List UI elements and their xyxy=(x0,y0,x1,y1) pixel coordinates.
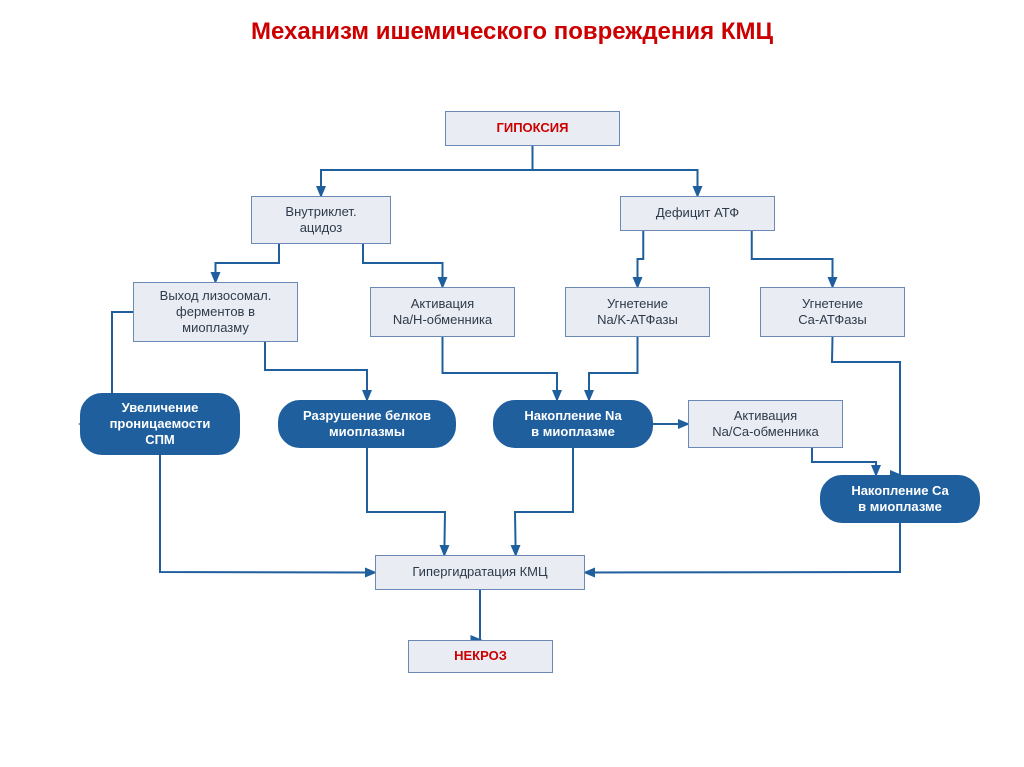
node-nacc: Накопление Naв миоплазме xyxy=(493,400,653,448)
edge-spm-hyper xyxy=(160,455,375,573)
node-cacc: Накопление Caв миоплазме xyxy=(820,475,980,523)
node-prot: Разрушение белковмиоплазмы xyxy=(278,400,456,448)
node-hyper: Гипергидратация КМЦ xyxy=(375,555,585,590)
edge-cacc-hyper xyxy=(585,523,900,573)
edge-atp-caatp xyxy=(752,231,833,287)
edge-naca-cacc xyxy=(812,448,876,475)
edge-nacc-hyper xyxy=(515,448,573,555)
edge-prot-hyper xyxy=(367,448,445,555)
node-spm: УвеличениепроницаемостиСПМ xyxy=(80,393,240,455)
node-nah: АктивацияNa/H-обменника xyxy=(370,287,515,337)
edge-acidosis-nah xyxy=(363,244,443,287)
page-title: Механизм ишемического повреждения КМЦ xyxy=(0,18,1024,46)
node-necr: НЕКРОЗ xyxy=(408,640,553,673)
node-caatp: УгнетениеCa-АТФазы xyxy=(760,287,905,337)
edge-hypoxia-atp xyxy=(533,146,698,196)
node-hypoxia: ГИПОКСИЯ xyxy=(445,111,620,146)
node-acidosis: Внутриклет.ацидоз xyxy=(251,196,391,244)
edge-acidosis-lyso xyxy=(216,244,280,282)
edge-hypoxia-acidosis xyxy=(321,146,533,196)
edge-nak-nacc xyxy=(589,337,638,400)
node-atp: Дефицит АТФ xyxy=(620,196,775,231)
edge-hyper-necr xyxy=(480,590,481,640)
edge-atp-nak xyxy=(638,231,644,287)
node-lyso: Выход лизосомал.ферментов вмиоплазму xyxy=(133,282,298,342)
node-naca: АктивацияNa/Ca-обменника xyxy=(688,400,843,448)
edge-nah-nacc xyxy=(443,337,558,400)
node-nak: УгнетениеNa/K-АТФазы xyxy=(565,287,710,337)
edge-lyso-prot xyxy=(265,342,367,400)
